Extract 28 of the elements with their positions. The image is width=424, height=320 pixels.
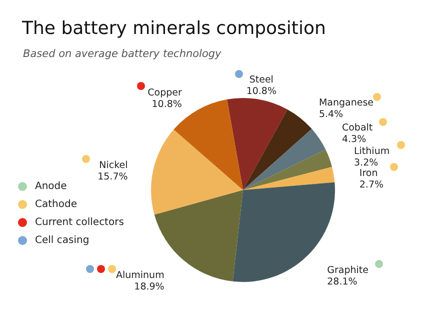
data-label: 4.3% [342, 134, 366, 146]
slice-label: Copper [148, 87, 182, 98]
slice-label: Manganese [318, 98, 374, 109]
pie-slice [243, 128, 326, 190]
pie-slice [243, 149, 332, 190]
pie-slice [227, 98, 288, 190]
text: Current collectors [35, 216, 124, 228]
slice-label: Aluminum [116, 270, 164, 282]
slice-label: Steel [249, 74, 274, 86]
text: Cathode [35, 198, 77, 210]
text: Anode [35, 180, 67, 192]
text: Cell casing [35, 234, 90, 246]
data-label: 15.7% [98, 172, 128, 183]
data-label: 28.1% [327, 276, 358, 288]
data-label: 10.8% [246, 86, 276, 98]
data-label: 10.8% [152, 98, 182, 110]
slice-label: Nickel [99, 160, 128, 172]
slice-label: Lithium [354, 146, 390, 158]
slice-label: Cobalt [342, 122, 373, 134]
data-label: 3.2% [354, 158, 378, 169]
chart-subtitle: Based on average battery technology [23, 48, 222, 60]
data-label: 2.7% [359, 180, 384, 191]
chart-title: The battery minerals composition [22, 18, 326, 39]
slice-label: Iron [359, 168, 378, 180]
slice-label: Graphite [327, 265, 369, 276]
data-label: 18.9% [134, 282, 164, 293]
data-label: 5.4% [318, 109, 344, 120]
pie-slice [243, 109, 312, 190]
